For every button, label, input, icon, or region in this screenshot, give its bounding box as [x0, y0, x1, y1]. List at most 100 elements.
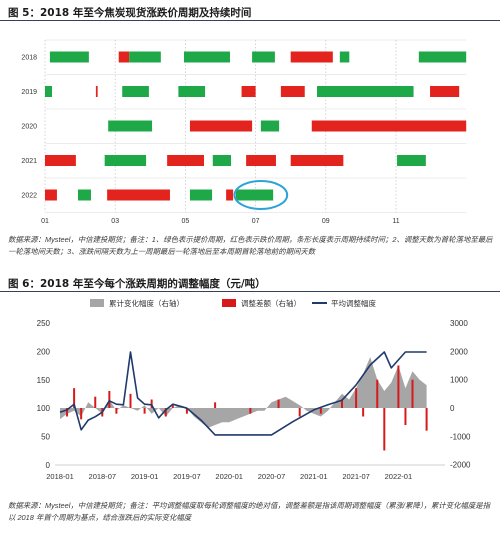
- legend-item: 调整差额（右轴）: [222, 298, 301, 308]
- x-tick-label: 2021-07: [342, 472, 370, 481]
- figure-6-title: 图 6：2018 年至今每个涨跌周期的调整幅度（元/吨）: [8, 278, 266, 290]
- cumulative-change-area: [60, 357, 427, 428]
- adjustment-diff-bar: [249, 408, 252, 414]
- year-label: 2022: [21, 193, 37, 200]
- rise-period-bar: [77, 189, 91, 201]
- fall-period-bar: [107, 189, 170, 201]
- rise-period-bar: [418, 51, 467, 63]
- adjustment-diff-bar: [397, 365, 400, 408]
- legend-label: 累计变化幅度（右轴）: [109, 298, 184, 308]
- year-label: 2021: [21, 158, 37, 165]
- rise-period-bar: [108, 120, 153, 132]
- rise-period-bar: [397, 155, 426, 166]
- figure-5-title-rule: [0, 20, 500, 21]
- fall-period-bar: [290, 155, 344, 166]
- figure-6-source-note: 数据来源：Mysteel，中信建投期货；备注：平均调整幅度取每轮调整幅度的绝对值…: [8, 501, 491, 522]
- adjustment-diff-bar: [129, 393, 132, 408]
- adjustment-diff-bar: [185, 408, 188, 414]
- rise-period-bar: [122, 86, 149, 97]
- right-axis-tick-label: -2000: [450, 461, 471, 470]
- adjustment-diff-bar: [404, 408, 407, 425]
- rise-period-bar: [45, 86, 53, 97]
- adjustment-diff-bar: [277, 399, 280, 408]
- adjustment-diff-bar: [108, 391, 111, 408]
- rise-period-bar: [178, 86, 206, 97]
- x-tick-label: 2022-01: [385, 472, 413, 481]
- x-tick-label: 01: [41, 218, 49, 225]
- fall-period-bar: [167, 155, 205, 166]
- legend-swatch: [222, 299, 236, 307]
- legend-label: 调整差额（右轴）: [241, 298, 301, 308]
- left-axis-tick-label: 50: [41, 433, 50, 442]
- fall-period-bar: [246, 155, 276, 166]
- x-tick-label: 2018-07: [89, 472, 117, 481]
- figure-5-title: 图 5：2018 年至今焦炭现货涨跌价周期及持续时间: [8, 7, 252, 19]
- average-adjustment-line: [59, 351, 427, 436]
- x-tick-label: 03: [111, 218, 119, 225]
- adjustment-diff-bar: [341, 399, 343, 408]
- rise-period-bar: [339, 51, 350, 63]
- legend-item: 累计变化幅度（右轴）: [90, 298, 184, 308]
- fall-period-bar: [45, 189, 57, 201]
- x-tick-label: 07: [252, 218, 260, 225]
- x-tick-label: 2018-01: [46, 472, 74, 481]
- right-axis-tick-label: 1000: [450, 376, 468, 385]
- year-label: 2019: [21, 89, 37, 96]
- x-tick-label: 05: [182, 218, 190, 225]
- x-tick-label: 2020-01: [215, 472, 243, 481]
- left-axis-tick-label: 100: [37, 404, 51, 413]
- adjustment-diff-bar: [214, 402, 217, 408]
- adjustment-diff-bar: [383, 408, 386, 451]
- left-axis-tick-label: 0: [46, 461, 51, 470]
- adjustment-diff-bar: [355, 388, 358, 408]
- fall-period-bar: [45, 155, 76, 166]
- fall-period-bar: [280, 86, 305, 97]
- fall-period-bar: [311, 120, 467, 132]
- legend-item: 平均调整幅度: [312, 298, 376, 308]
- fall-period-bar: [95, 86, 98, 97]
- adjustment-diff-bar: [298, 408, 301, 417]
- x-tick-label: 2019-07: [173, 472, 201, 481]
- year-label: 2018: [21, 55, 37, 62]
- rise-period-bar: [189, 189, 213, 201]
- fall-period-bar: [290, 51, 333, 63]
- figure-5-cycle-chart: 01 03 05 07 09 11 2018 2019 2020 2021 2022: [21, 39, 467, 225]
- adjustment-diff-bar: [411, 379, 414, 408]
- adjustment-diff-bar: [66, 408, 69, 417]
- right-axis-tick-label: 2000: [450, 347, 468, 356]
- rise-period-bar: [235, 189, 274, 201]
- fall-period-bar: [430, 86, 460, 97]
- legend-swatch: [90, 299, 104, 307]
- rise-period-bar: [104, 155, 147, 166]
- x-tick-label: 09: [322, 218, 330, 225]
- adjustment-diff-bar: [376, 379, 379, 408]
- adjustment-diff-bar: [164, 408, 167, 417]
- highlight-ellipse: [233, 180, 289, 210]
- adjustment-diff-bar: [171, 405, 174, 408]
- left-axis-tick-label: 150: [37, 376, 51, 385]
- adjustment-diff-bar: [73, 388, 76, 408]
- rise-period-bar: [260, 120, 280, 132]
- adjustment-diff-bar: [115, 408, 118, 414]
- rise-period-bar: [183, 51, 230, 63]
- right-axis-tick-label: 0: [450, 404, 455, 413]
- fall-period-bar: [241, 86, 256, 97]
- adjustment-diff-bar: [362, 408, 365, 417]
- rise-period-bar: [252, 51, 275, 63]
- rise-period-bar: [212, 155, 232, 166]
- right-axis-tick-label: 3000: [450, 319, 468, 328]
- adjustment-diff-bar: [425, 408, 428, 431]
- rise-period-bar: [317, 86, 414, 97]
- figure-6-adjustment-chart: 累计变化幅度（右轴） 调整差额（右轴） 平均调整幅度 0 50 100 150 200 250 -…: [37, 298, 471, 481]
- left-axis-tick-label: 250: [37, 319, 51, 328]
- rise-period-bar: [49, 51, 89, 63]
- x-tick-label: 2019-01: [131, 472, 159, 481]
- year-label: 2020: [21, 124, 37, 131]
- x-tick-label: 11: [392, 218, 399, 225]
- legend-label: 平均调整幅度: [331, 298, 376, 308]
- fall-period-bar: [189, 120, 253, 132]
- fall-period-bar: [226, 189, 234, 201]
- adjustment-diff-bar: [143, 408, 146, 414]
- adjustment-diff-bar: [80, 408, 83, 420]
- fall-period-bar: [118, 51, 130, 63]
